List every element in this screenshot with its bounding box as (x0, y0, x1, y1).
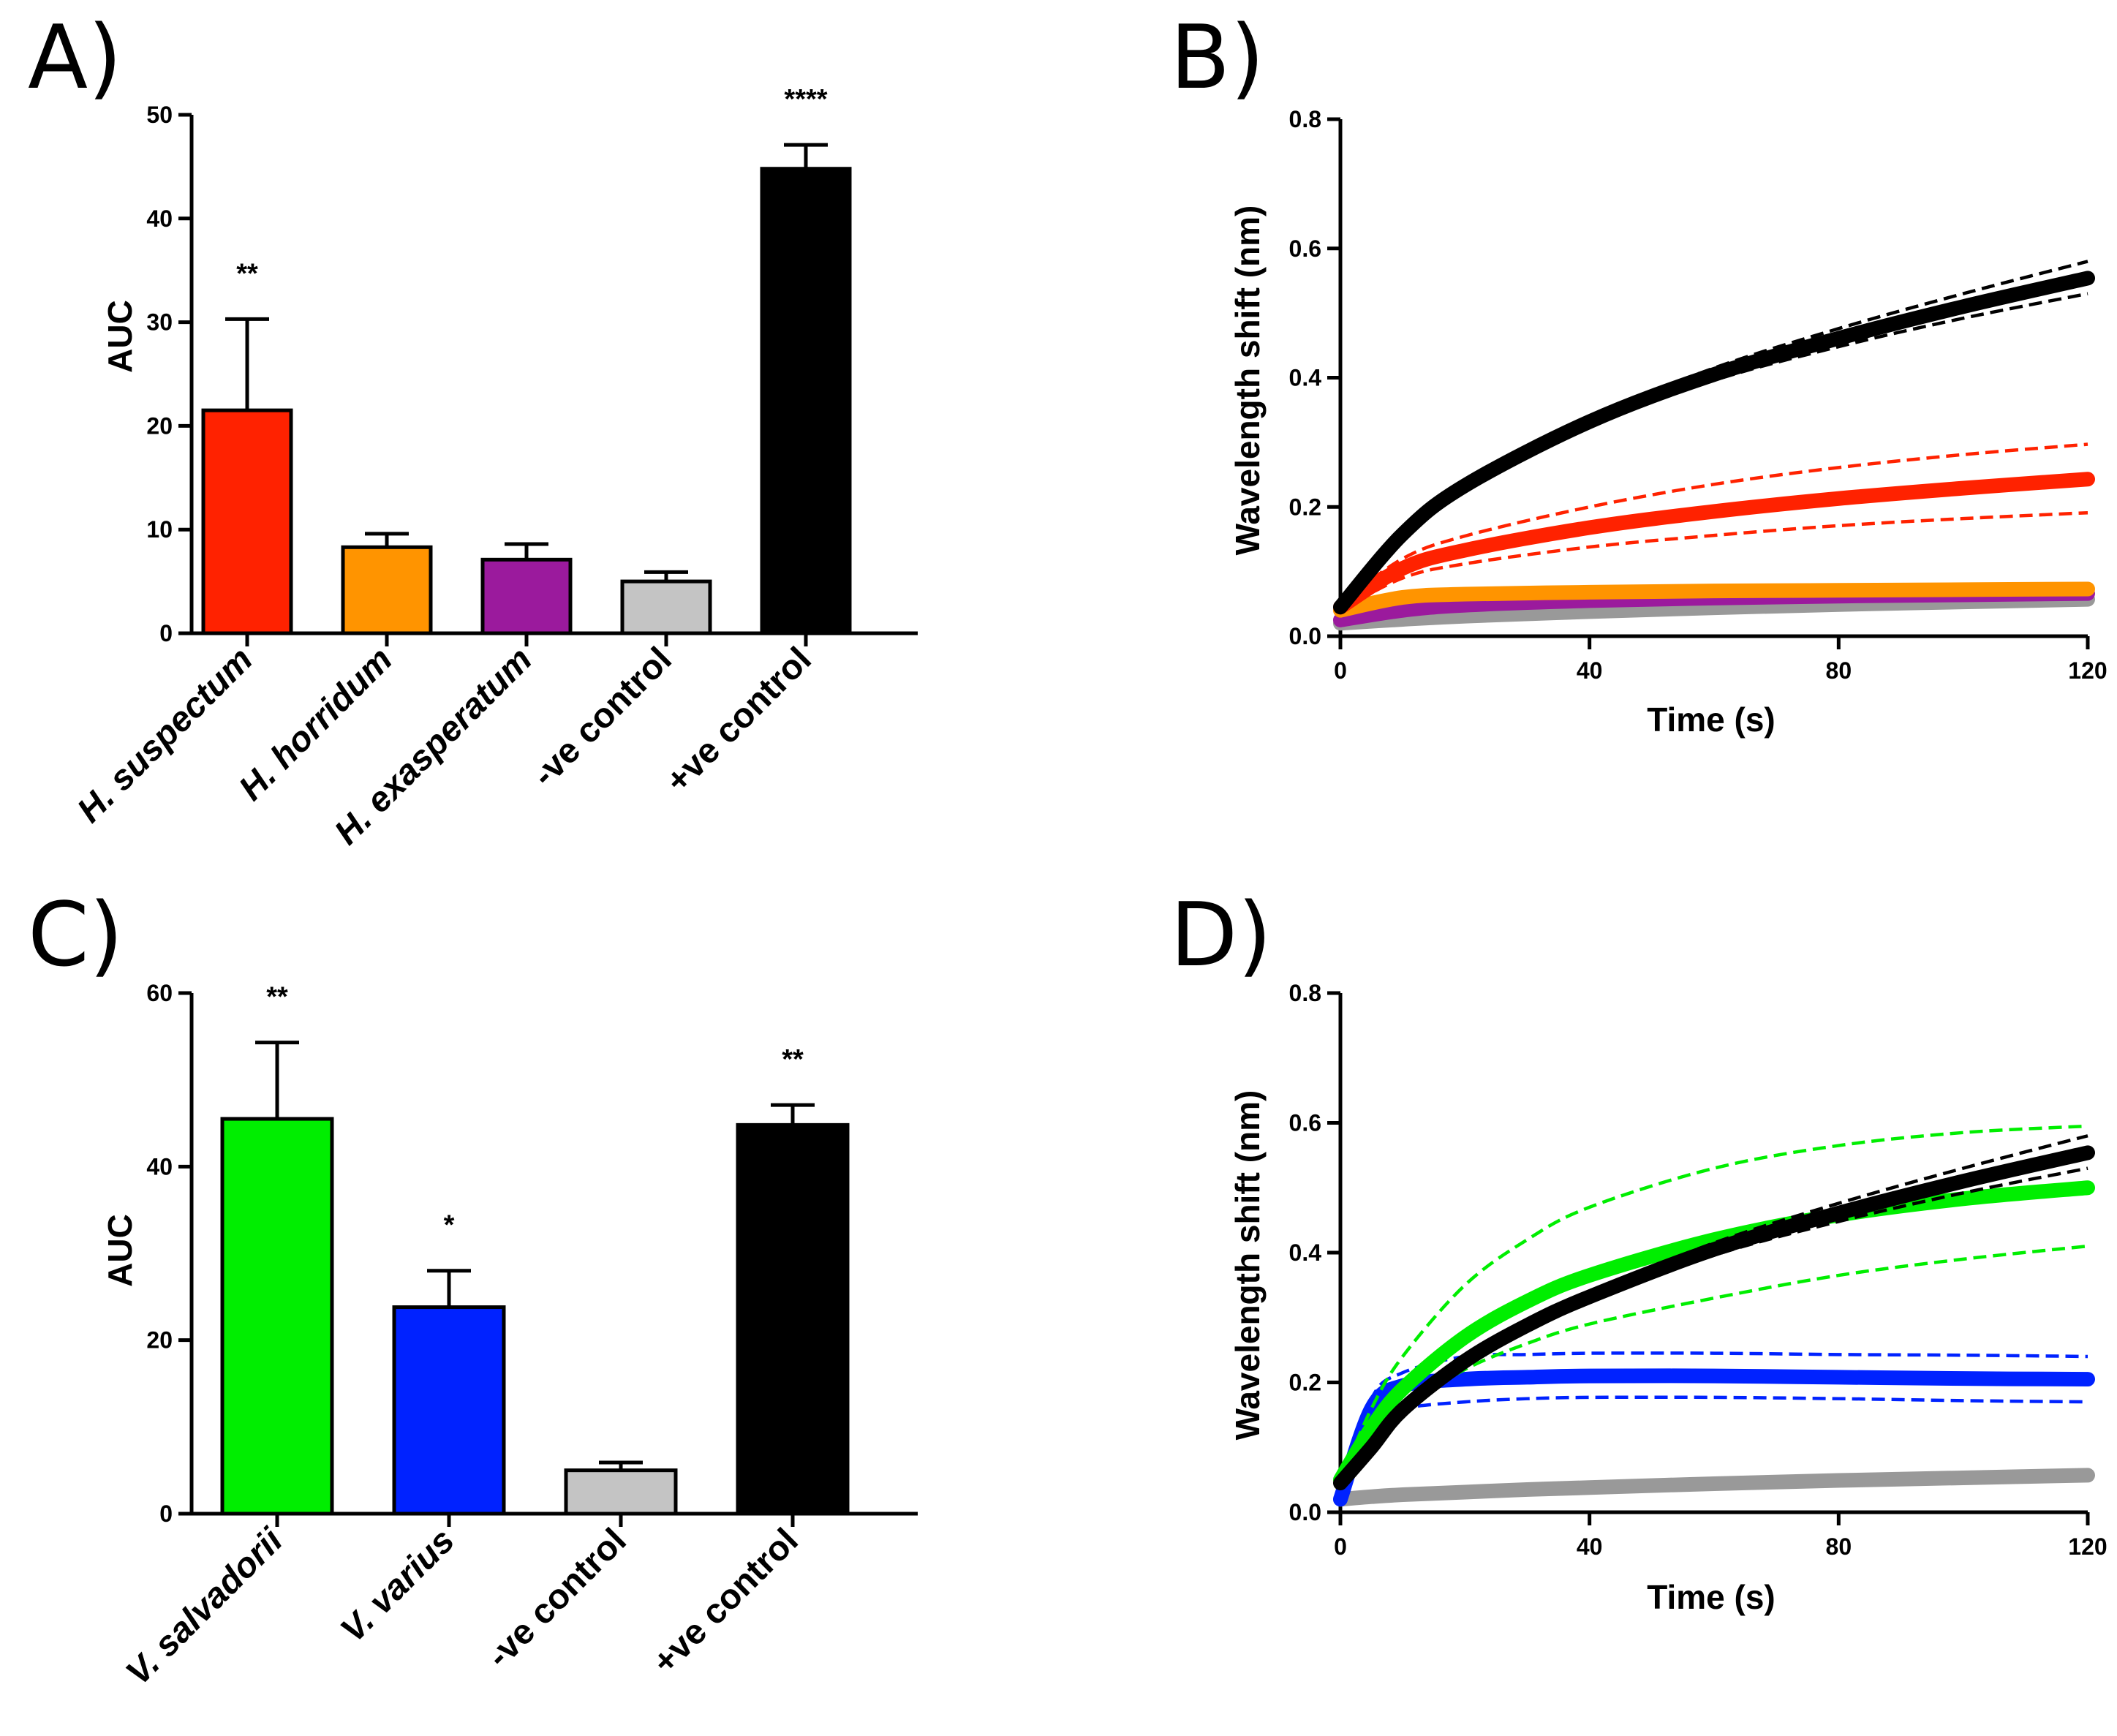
y-tick-label: 0.8 (1289, 106, 1321, 132)
series-lower-ci-v-salvadorii (1339, 1244, 2088, 1482)
y-tick-label: 0 (159, 620, 173, 646)
series-line-v-salvadorii (1333, 1180, 2095, 1487)
category-label: +ve control (645, 1521, 806, 1682)
panel-a-label: A) (28, 7, 122, 109)
series-lower-ci-ve-control (1339, 292, 2088, 609)
x-tick-label: 120 (2068, 1533, 2107, 1560)
x-tick-label: 120 (2068, 657, 2107, 684)
series-upper-ci-v-varius (1338, 1351, 2088, 1497)
panel-d-label: D) (1170, 885, 1272, 986)
y-tick-label: 10 (146, 516, 173, 543)
y-tick-label: 0.6 (1289, 235, 1321, 262)
significance-label: ** (782, 1044, 804, 1075)
panel-a-y-axis-label: AUC (101, 300, 139, 373)
panel-b-marks: 0.0 0.2 0.4 0.6 0.8 0 40 80 120 (1289, 106, 2107, 684)
panel-d-x-axis-label: Time (s) (1647, 1578, 1776, 1616)
panel-b-y-axis-label: Wavelength shift (nm) (1229, 205, 1267, 556)
bar (736, 1122, 850, 1516)
x-tick-label: 0 (1334, 1533, 1347, 1560)
x-tick-label: 80 (1826, 1533, 1852, 1560)
y-tick-label: 0.8 (1289, 980, 1321, 1006)
y-tick-label: 0.2 (1289, 1370, 1321, 1396)
y-tick-label: 50 (146, 102, 173, 128)
series-upper-ci-ve-control (1339, 1134, 2088, 1484)
panel-d-y-axis-label: Wavelength shift (nm) (1229, 1090, 1267, 1441)
significance-label: * (444, 1210, 455, 1241)
x-tick-label: 40 (1577, 1533, 1603, 1560)
y-tick-label: 40 (146, 205, 173, 232)
category-label: -ve control (480, 1521, 634, 1675)
significance-label: ** (236, 258, 258, 289)
y-tick-label: 0.0 (1289, 623, 1321, 649)
category-label: H. suspectum (70, 640, 260, 830)
bar (564, 1468, 678, 1516)
category-label: V. varius (333, 1521, 462, 1650)
series-upper-ci-ve-control (1339, 260, 2088, 608)
y-tick-label: 0.2 (1289, 494, 1321, 520)
bar (220, 1117, 334, 1516)
bar (620, 579, 712, 635)
bar (480, 557, 573, 635)
y-tick-label: 40 (146, 1153, 173, 1180)
category-label: -ve control (525, 640, 679, 794)
series-lower-ci-v-varius (1338, 1395, 2088, 1503)
series-line-ve-control (1333, 271, 2095, 615)
y-tick-label: 0 (159, 1501, 173, 1527)
series-line-ve-control (1333, 1145, 2095, 1491)
panel-c-y-axis-label: AUC (101, 1214, 139, 1287)
series-line-v-varius (1333, 1368, 2095, 1507)
significance-label: **** (784, 84, 827, 115)
series-line-ve-control (1333, 1468, 2095, 1507)
series-upper-ci-v-salvadorii (1338, 1124, 2088, 1481)
x-tick-label: 0 (1334, 657, 1347, 684)
panel-c-label: C) (28, 885, 124, 986)
y-tick-label: 20 (146, 412, 173, 439)
category-label: V. salvadorii (118, 1520, 291, 1693)
bar (341, 545, 433, 635)
y-tick-label: 0.4 (1289, 365, 1322, 391)
y-tick-label: 20 (146, 1327, 173, 1354)
bar (201, 408, 293, 635)
x-tick-label: 80 (1826, 657, 1852, 684)
series-lower-ci-ve-control (1339, 1166, 2088, 1485)
panel-c: C) AUC 0 20 40 60 ** V. salvadorii * V. varius -… (28, 885, 918, 1693)
y-tick-label: 0.6 (1289, 1110, 1321, 1136)
bar (760, 167, 852, 635)
panel-c-marks: 0 20 40 60 ** V. salvadorii * V. varius -ve cont… (118, 980, 918, 1693)
panel-b-label: B) (1170, 7, 1264, 109)
series-line-h-horridum (1333, 581, 2095, 618)
bar (392, 1305, 506, 1516)
category-label: +ve control (658, 640, 819, 801)
panel-b-x-axis-label: Time (s) (1647, 701, 1776, 739)
y-tick-label: 60 (146, 980, 173, 1006)
panel-d: D) Wavelength shift (nm) Time (s) 0.0 0.2… (1170, 885, 2107, 1616)
y-tick-label: 30 (146, 309, 173, 336)
significance-label: ** (266, 982, 288, 1013)
y-tick-label: 0.0 (1289, 1499, 1321, 1525)
y-tick-label: 0.4 (1289, 1239, 1322, 1266)
series-lower-ci-h-suspectum (1339, 510, 2088, 612)
series-upper-ci-h-suspectum (1339, 442, 2088, 605)
series-line-h-suspectum (1333, 472, 2095, 615)
panel-b: B) Wavelength shift (nm) Time (s) 0.0 0.2… (1170, 7, 2107, 739)
panel-d-marks: 0.0 0.2 0.4 0.6 0.8 0 40 80 120 (1289, 980, 2107, 1560)
x-tick-label: 40 (1577, 657, 1603, 684)
